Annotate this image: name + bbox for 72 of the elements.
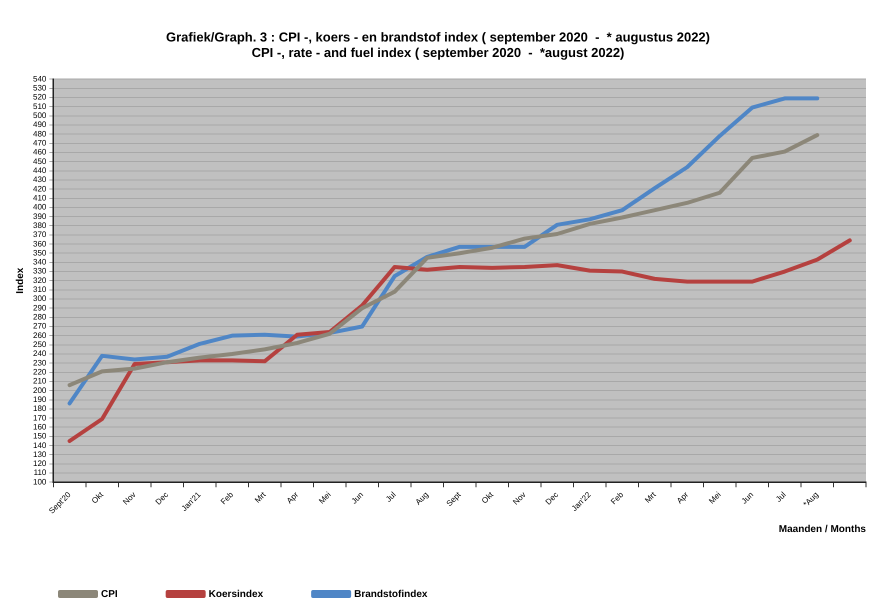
y-tick-label: 480 bbox=[32, 129, 47, 138]
x-tick-label: Mei bbox=[707, 490, 723, 506]
y-tick-label: 200 bbox=[32, 386, 47, 395]
y-tick-label: 140 bbox=[32, 440, 47, 450]
y-tick-label: 510 bbox=[32, 102, 47, 111]
legend-label: Brandstofindex bbox=[354, 588, 428, 600]
y-tick-label: 300 bbox=[32, 294, 47, 304]
x-tick-label: Jun bbox=[740, 490, 756, 506]
y-tick-label: 170 bbox=[32, 413, 47, 422]
x-tick-label: Dec bbox=[154, 490, 170, 507]
y-tick-label: 280 bbox=[32, 312, 47, 322]
x-tick-label: Dec bbox=[544, 490, 560, 507]
y-tick-label: 250 bbox=[32, 340, 47, 350]
y-tick-label: 100 bbox=[32, 477, 47, 486]
chart-subtitle: CPI -, rate - and fuel index ( september 2020 - *august 2022) bbox=[252, 44, 624, 60]
y-tick-label: 220 bbox=[32, 367, 47, 376]
y-tick-label: 390 bbox=[32, 212, 47, 221]
y-tick-label: 180 bbox=[32, 404, 47, 414]
legend-label: CPI bbox=[101, 588, 118, 600]
x-tick-label: Jul bbox=[774, 490, 788, 504]
y-tick-label: 260 bbox=[32, 330, 47, 340]
y-tick-label: 450 bbox=[32, 156, 47, 166]
x-tick-label: Feb bbox=[218, 490, 236, 506]
y-tick-label: 350 bbox=[32, 248, 47, 258]
x-tick-label: Nov bbox=[121, 490, 138, 507]
y-tick-label: 290 bbox=[32, 303, 47, 312]
y-tick-label: 130 bbox=[32, 450, 47, 459]
y-tick-label: 440 bbox=[32, 166, 47, 175]
y-tick-label: 430 bbox=[32, 175, 47, 184]
x-tick-label: Apr bbox=[284, 490, 300, 506]
x-axis-title: Maanden / Months bbox=[778, 524, 866, 535]
x-tick-label: Jun bbox=[350, 490, 366, 506]
x-tick-label: Feb bbox=[609, 490, 626, 506]
y-tick-label: 110 bbox=[34, 468, 47, 478]
y-tick-label: 150 bbox=[32, 432, 47, 441]
y-tick-label: 330 bbox=[32, 266, 47, 276]
y-tick-label: 230 bbox=[32, 358, 47, 368]
x-tick-label: Jul bbox=[384, 490, 398, 504]
x-tick-label: *Aug bbox=[802, 490, 820, 509]
y-tick-label: 470 bbox=[32, 138, 47, 148]
x-tick-label: Okt bbox=[90, 490, 106, 506]
y-tick-label: 320 bbox=[32, 276, 47, 285]
y-tick-label: 210 bbox=[32, 376, 47, 386]
chart-title: Grafiek/Graph. 3 : CPI -, koers - en brandstof index ( september 2020 - * augustus 2022) bbox=[166, 29, 710, 44]
y-tick-label: 540 bbox=[32, 74, 47, 84]
y-tick-label: 160 bbox=[32, 422, 47, 432]
y-tick-label: 490 bbox=[32, 120, 47, 130]
y-axis-title: Index bbox=[14, 267, 26, 294]
x-tick-label: Mei bbox=[317, 490, 333, 506]
x-tick-label: Apr bbox=[675, 490, 690, 506]
x-tick-label: Mrt bbox=[643, 490, 658, 505]
y-tick-label: 370 bbox=[32, 230, 47, 240]
y-tick-label: 240 bbox=[32, 349, 47, 358]
y-tick-label: 340 bbox=[32, 258, 47, 267]
y-tick-label: 520 bbox=[32, 92, 47, 102]
x-tick-label: Aug bbox=[414, 490, 430, 507]
y-tick-label: 400 bbox=[32, 202, 47, 212]
y-tick-label: 460 bbox=[32, 148, 47, 157]
y-tick-label: 120 bbox=[32, 459, 47, 468]
y-tick-label: 500 bbox=[32, 111, 47, 120]
y-tick-label: 270 bbox=[32, 322, 47, 331]
y-tick-label: 360 bbox=[32, 239, 47, 248]
y-tick-label: 190 bbox=[32, 394, 47, 404]
legend-label: Koersindex bbox=[208, 588, 264, 600]
y-tick-label: 530 bbox=[32, 84, 47, 93]
y-tick-label: 410 bbox=[32, 193, 47, 202]
x-tick-label: Mrt bbox=[253, 490, 268, 505]
x-tick-label: Okt bbox=[480, 490, 496, 506]
y-tick-label: 310 bbox=[32, 285, 47, 294]
y-tick-label: 420 bbox=[32, 184, 47, 194]
y-tick-label: 380 bbox=[32, 220, 47, 230]
x-tick-label: Nov bbox=[511, 490, 528, 507]
